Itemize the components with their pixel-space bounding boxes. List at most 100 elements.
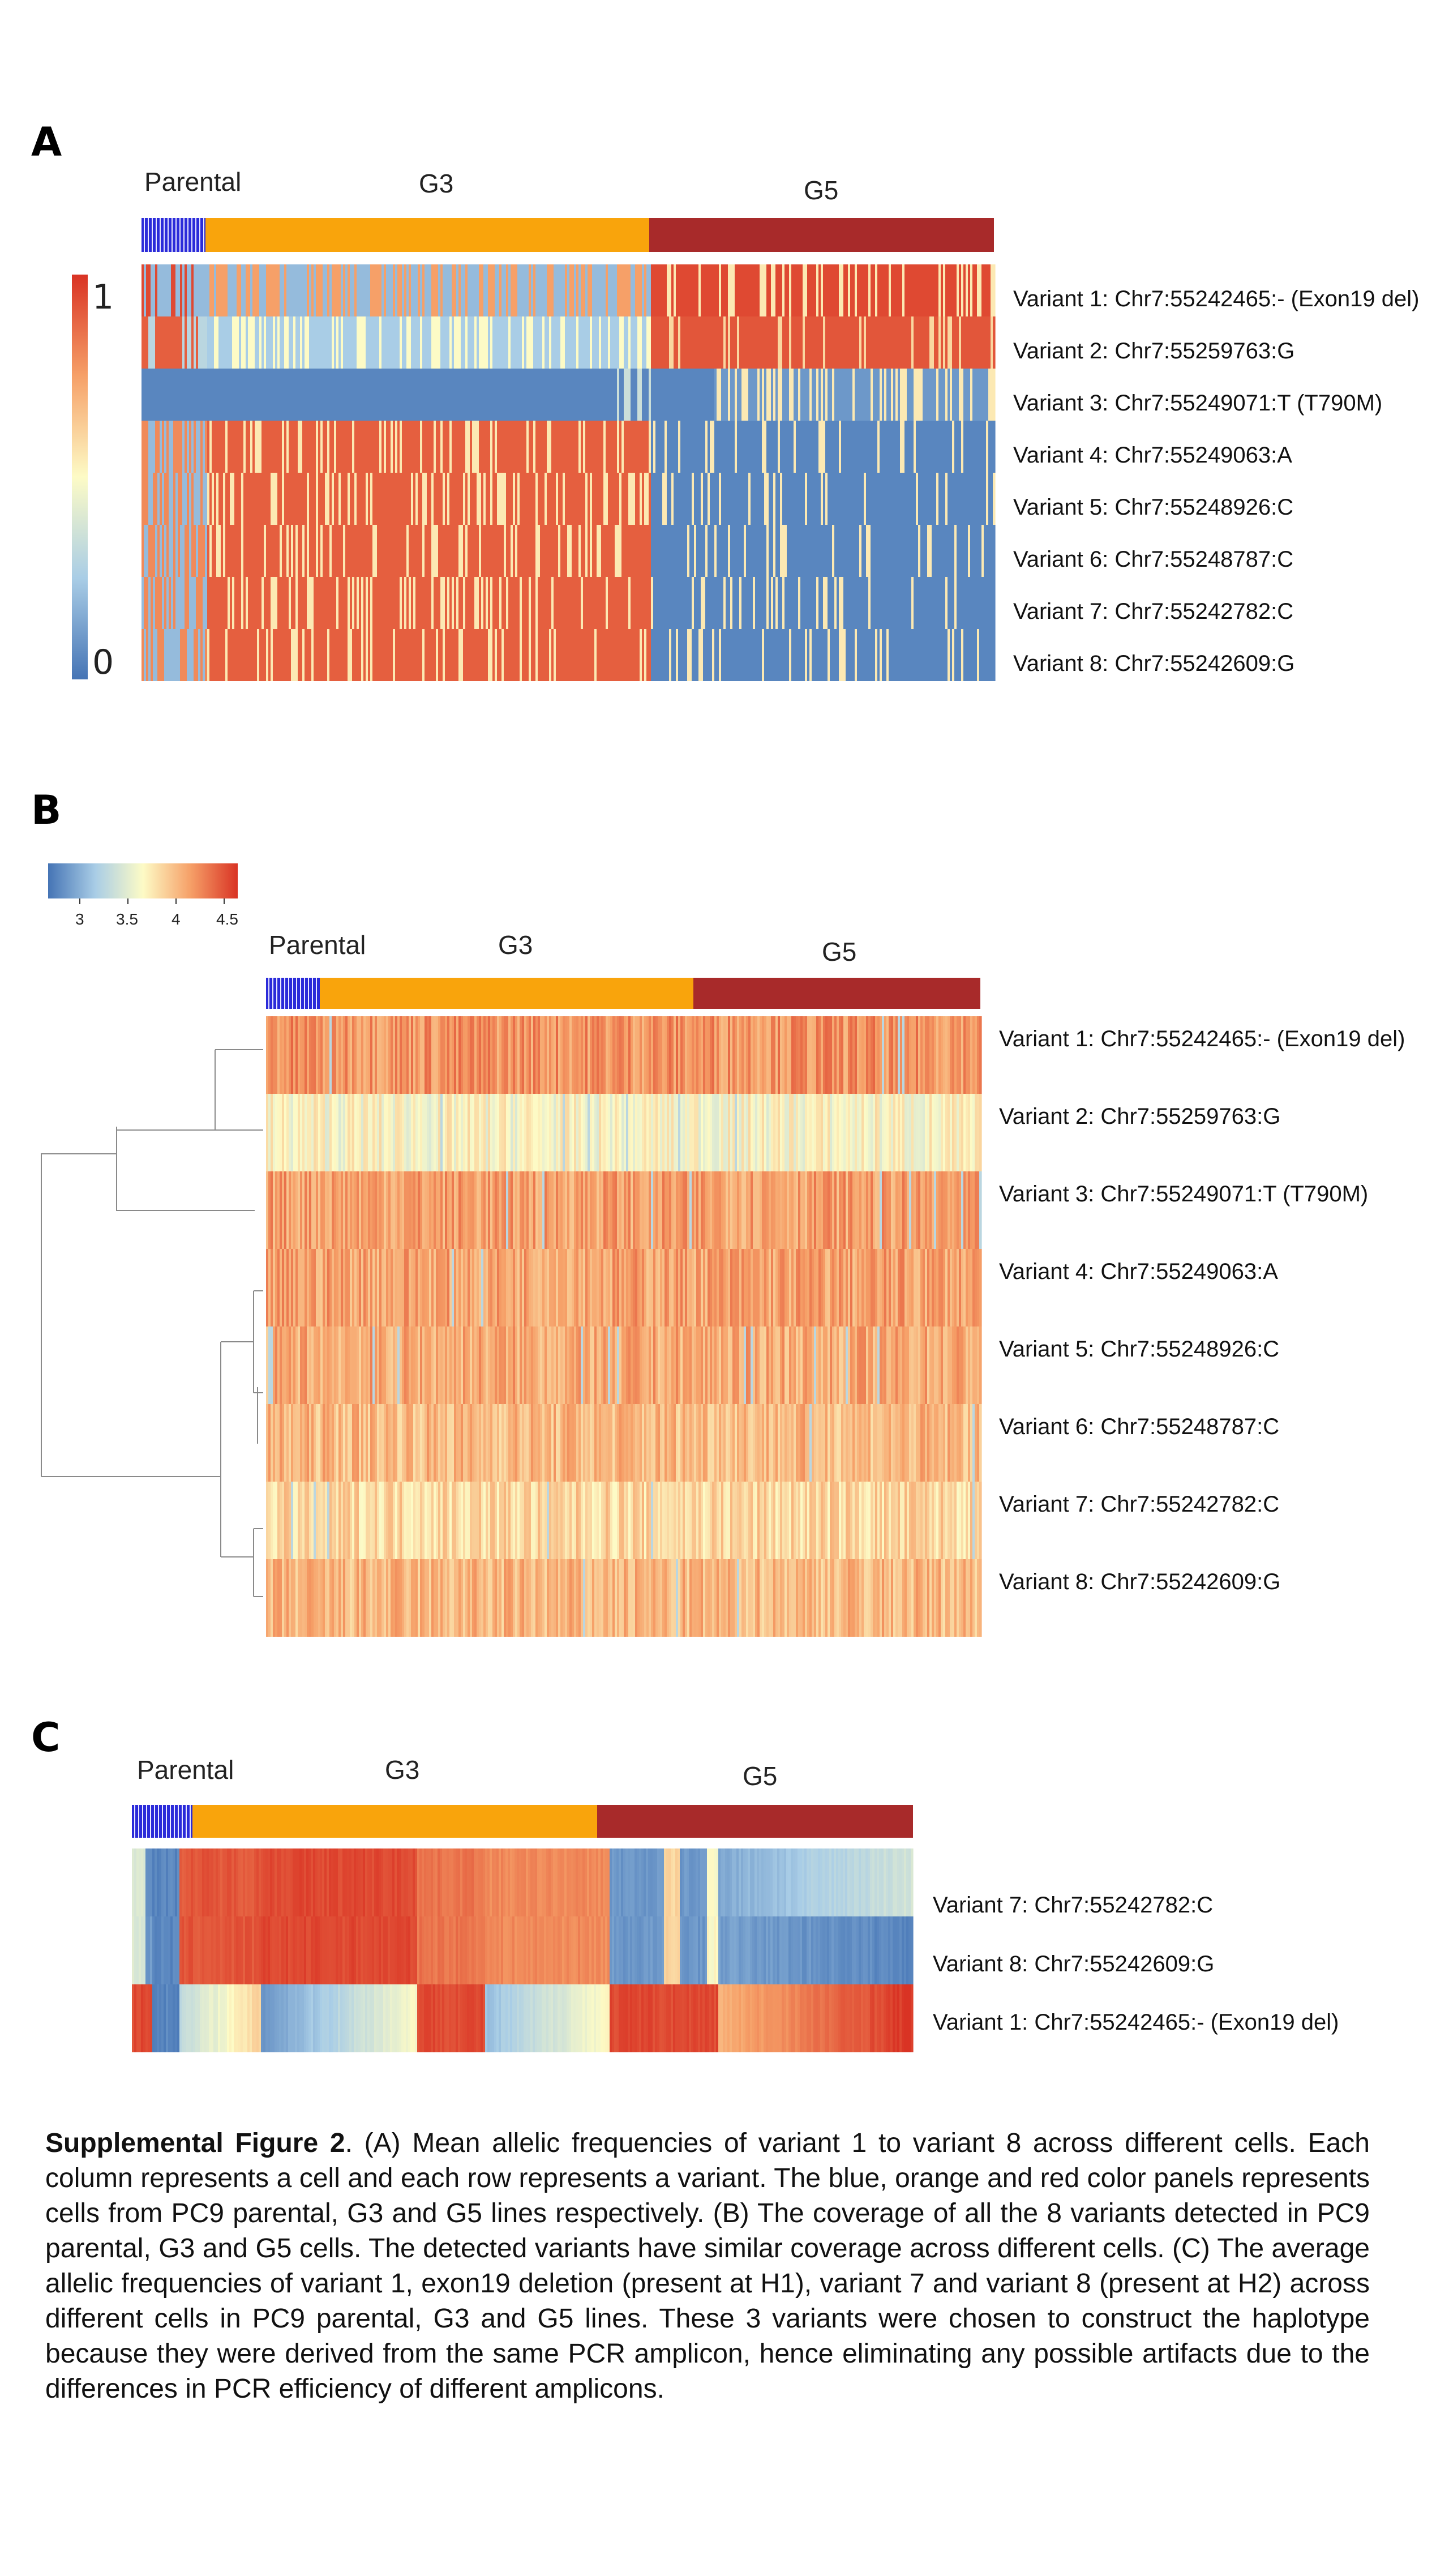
heatmap-cell [936, 1094, 939, 1171]
heatmap-cell [397, 577, 400, 629]
heatmap-cell [825, 1016, 828, 1094]
heatmap-cell [857, 629, 860, 681]
heatmap-cell [381, 1171, 384, 1249]
heatmap-cell [775, 264, 778, 316]
heatmap-cell [859, 525, 862, 577]
heatmap-cell [341, 525, 344, 577]
heatmap-cell [900, 473, 903, 525]
heatmap-cell [889, 525, 891, 577]
heatmap-cell [569, 577, 572, 629]
heatmap-cell [479, 369, 482, 421]
heatmap-cell [352, 1171, 355, 1249]
heatmap-cell [187, 473, 190, 525]
heatmap-cell [671, 1016, 674, 1094]
heatmap-cell [592, 1404, 595, 1482]
heatmap-cell [189, 264, 192, 316]
heatmap-cell [468, 1326, 470, 1404]
heatmap-cell [891, 1326, 894, 1404]
heatmap-cell [599, 1249, 602, 1326]
heatmap-cell [246, 264, 248, 316]
heatmap-cell [495, 1404, 498, 1482]
heatmap-cell [447, 1016, 450, 1094]
heatmap-cell [762, 1171, 765, 1249]
heatmap-cell [230, 369, 233, 421]
heatmap-cell [755, 577, 758, 629]
heatmap-cell [803, 264, 805, 316]
heatmap-cell [411, 1094, 414, 1171]
heatmap-cell [391, 421, 393, 473]
heatmap-cell [178, 264, 181, 316]
heatmap-cell [746, 1094, 749, 1171]
heatmap-cell [363, 1171, 366, 1249]
heatmap-cell [748, 1326, 751, 1404]
heatmap-cell [877, 316, 880, 369]
heatmap-cell [803, 629, 805, 681]
heatmap-cell [239, 473, 242, 525]
heatmap-cell [291, 1171, 294, 1249]
heatmap-cell [959, 1094, 962, 1171]
heatmap-cell [456, 369, 459, 421]
heatmap-cell [735, 629, 738, 681]
heatmap-cell [866, 264, 869, 316]
heatmap-cell [889, 264, 891, 316]
heatmap-cell [393, 629, 396, 681]
heatmap-cell [526, 1326, 529, 1404]
heatmap-cell [393, 577, 396, 629]
heatmap-cell [302, 577, 305, 629]
heatmap-cell [714, 525, 717, 577]
heatmap-cell [309, 525, 312, 577]
heatmap-cell [379, 421, 382, 473]
heatmap-cell [468, 525, 470, 577]
heatmap-cell [470, 1249, 473, 1326]
heatmap-cell [551, 1171, 554, 1249]
heatmap-cell [504, 369, 507, 421]
heatmap-cell [603, 525, 606, 577]
heatmap-cell [506, 577, 509, 629]
heatmap-cell [843, 1171, 846, 1249]
heatmap-cell [252, 421, 255, 473]
heatmap-cell [266, 629, 269, 681]
heatmap-cell [567, 473, 570, 525]
heatmap-cell [694, 525, 697, 577]
heatmap-cell [834, 525, 837, 577]
heatmap-cell [395, 369, 398, 421]
heatmap-cell [361, 316, 364, 369]
heatmap-cell [221, 577, 224, 629]
heatmap-cell [343, 1016, 346, 1094]
heatmap-cell [501, 525, 504, 577]
heatmap-cell [705, 369, 708, 421]
heatmap-cell [621, 1171, 624, 1249]
heatmap-cell [635, 525, 638, 577]
heatmap-cell [499, 525, 502, 577]
heatmap-cell [282, 421, 285, 473]
heatmap-cell [855, 421, 858, 473]
heatmap-cell [705, 525, 708, 577]
heatmap-cell [348, 316, 350, 369]
heatmap-cell [418, 1326, 421, 1404]
heatmap-cell [676, 369, 679, 421]
heatmap-cell [207, 525, 210, 577]
heatmap-cell [268, 1482, 271, 1559]
heatmap-cell [588, 1016, 590, 1094]
heatmap-cell [723, 1016, 726, 1094]
heatmap-cell [599, 525, 602, 577]
group-bar-stripe [179, 218, 181, 252]
heatmap-cell [492, 629, 495, 681]
heatmap-cell [526, 316, 529, 369]
heatmap-cell [961, 264, 964, 316]
heatmap-cell [592, 629, 595, 681]
heatmap-cell [325, 1094, 328, 1171]
heatmap-cell [449, 1404, 452, 1482]
heatmap-cell [991, 629, 993, 681]
heatmap-cell [948, 316, 950, 369]
heatmap-cell [601, 369, 604, 421]
heatmap-cell [198, 421, 201, 473]
heatmap-cell [391, 1094, 393, 1171]
heatmap-cell [144, 264, 147, 316]
heatmap-cell [386, 264, 389, 316]
heatmap-cell [680, 525, 683, 577]
heatmap-cell [483, 264, 486, 316]
heatmap-cell [968, 525, 971, 577]
heatmap-cell [880, 1016, 882, 1094]
heatmap-cell [547, 1404, 550, 1482]
